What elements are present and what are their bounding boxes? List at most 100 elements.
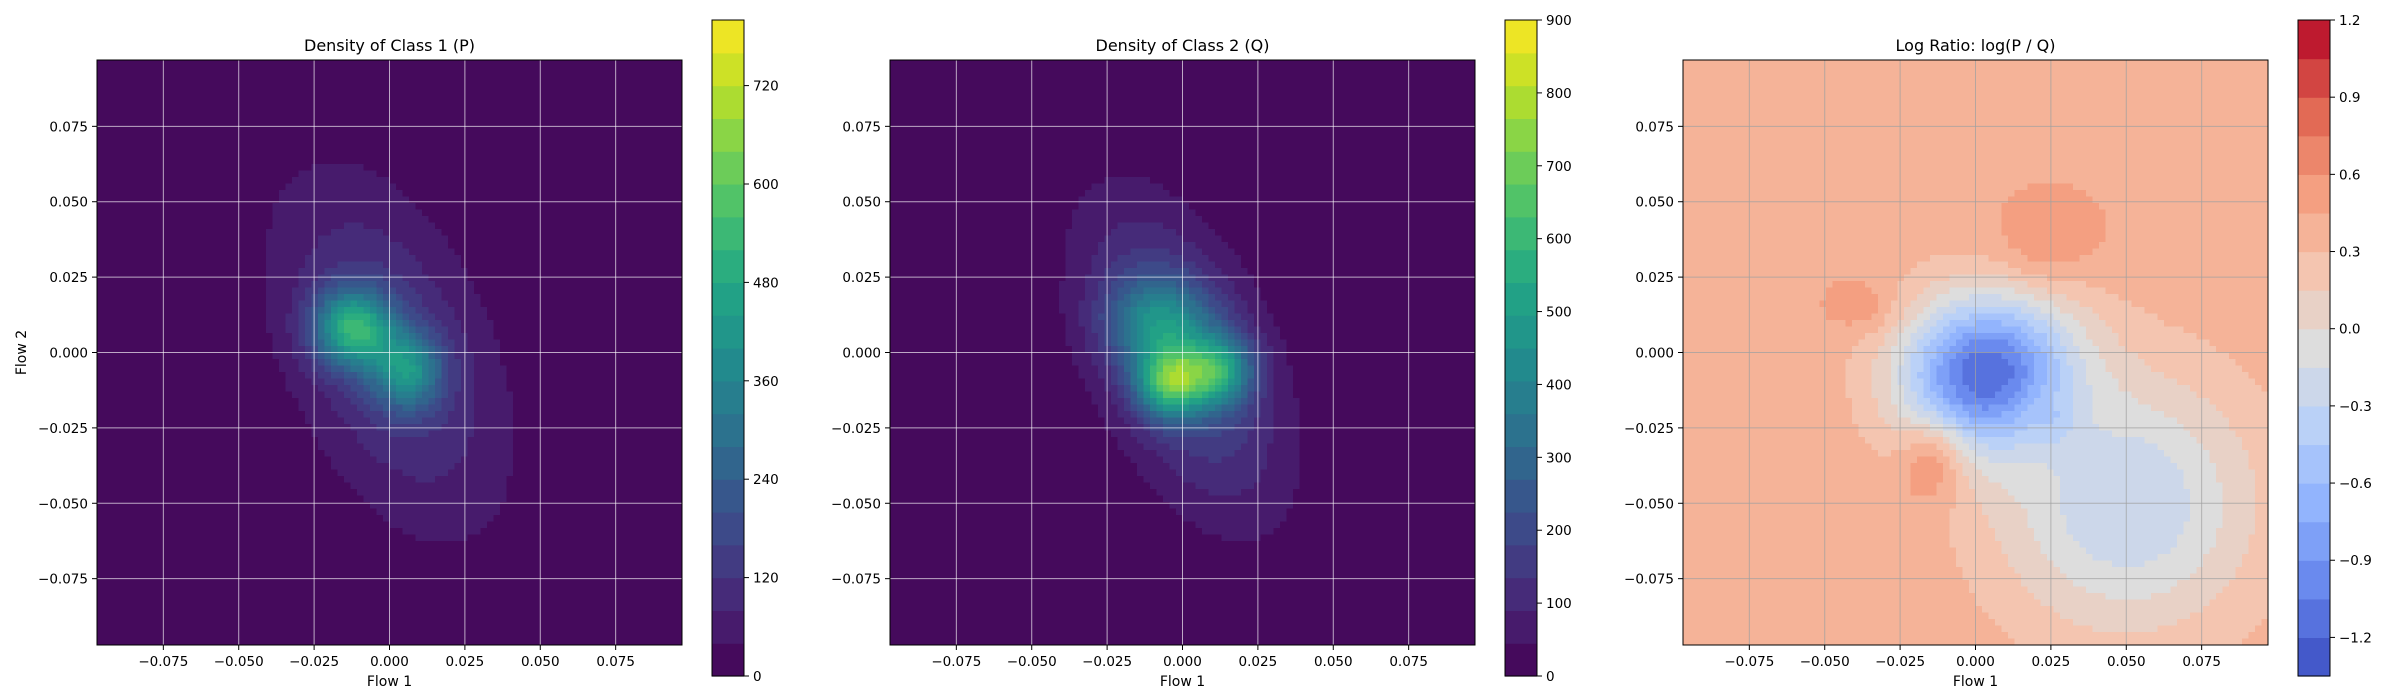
heatmap-cell: [415, 469, 423, 477]
heatmap-cell: [383, 625, 391, 633]
heatmap-cell: [376, 326, 384, 334]
heatmap-cell: [428, 378, 436, 386]
heatmap-cell: [350, 66, 358, 74]
heatmap-cell: [110, 294, 118, 302]
heatmap-cell: [246, 352, 254, 360]
heatmap-cell: [324, 131, 332, 139]
heatmap-cell: [331, 515, 339, 523]
heatmap-cell: [162, 339, 170, 347]
heatmap-cell: [324, 476, 332, 484]
heatmap-cell: [298, 547, 306, 555]
heatmap-cell: [279, 164, 287, 172]
heatmap-cell: [344, 450, 352, 458]
heatmap-cell: [149, 300, 157, 308]
heatmap-cell: [350, 79, 358, 87]
heatmap-cell: [240, 463, 248, 471]
heatmap-cell: [233, 222, 241, 230]
heatmap-cell: [435, 170, 443, 178]
heatmap-cell: [279, 170, 287, 178]
heatmap-cell: [318, 450, 326, 458]
heatmap-cell: [383, 138, 391, 146]
heatmap-cell: [149, 372, 157, 380]
heatmap-cell: [123, 216, 131, 224]
heatmap-cell: [318, 430, 326, 438]
heatmap-cell: [402, 92, 410, 100]
heatmap-cell: [350, 281, 358, 289]
heatmap-cell: [162, 495, 170, 503]
heatmap-cell: [396, 170, 404, 178]
heatmap-cell: [103, 157, 111, 165]
heatmap-cell: [285, 508, 293, 516]
heatmap-cell: [324, 489, 332, 497]
heatmap-cell: [188, 112, 196, 120]
heatmap-cell: [292, 450, 300, 458]
heatmap-cell: [214, 567, 222, 575]
heatmap-cell: [415, 398, 423, 406]
heatmap-cell: [344, 534, 352, 542]
heatmap-cell: [305, 125, 313, 133]
heatmap-cell: [155, 268, 163, 276]
heatmap-cell: [389, 281, 397, 289]
heatmap-cell: [435, 313, 443, 321]
heatmap-cell: [246, 593, 254, 601]
heatmap-cell: [415, 495, 423, 503]
heatmap-cell: [110, 79, 118, 87]
heatmap-cell: [318, 404, 326, 412]
heatmap-cell: [383, 346, 391, 354]
heatmap-cell: [311, 99, 319, 107]
heatmap-cell: [194, 313, 202, 321]
heatmap-cell: [311, 79, 319, 87]
heatmap-cell: [318, 593, 326, 601]
heatmap-cell: [129, 482, 137, 490]
heatmap-cell: [376, 560, 384, 568]
heatmap-cell: [396, 300, 404, 308]
heatmap-cell: [214, 528, 222, 536]
heatmap-cell: [175, 593, 183, 601]
heatmap-cell: [285, 502, 293, 510]
heatmap-cell: [415, 443, 423, 451]
heatmap-cell: [227, 430, 235, 438]
heatmap-cell: [344, 164, 352, 172]
heatmap-cell: [357, 79, 365, 87]
heatmap-cell: [409, 248, 417, 256]
heatmap-cell: [272, 625, 280, 633]
heatmap-cell: [168, 619, 176, 627]
heatmap-cell: [116, 183, 124, 191]
heatmap-cell: [162, 313, 170, 321]
heatmap-cell: [363, 229, 371, 237]
heatmap-cell: [376, 222, 384, 230]
heatmap-cell: [428, 404, 436, 412]
heatmap-cell: [324, 632, 332, 640]
heatmap-cell: [220, 183, 228, 191]
heatmap-cell: [435, 255, 443, 263]
heatmap-cell: [383, 398, 391, 406]
heatmap-cell: [344, 567, 352, 575]
heatmap-cell: [363, 554, 371, 562]
heatmap-cell: [292, 346, 300, 354]
heatmap-cell: [363, 456, 371, 464]
heatmap-cell: [396, 177, 404, 185]
heatmap-cell: [123, 248, 131, 256]
heatmap-cell: [389, 255, 397, 263]
heatmap-cell: [116, 573, 124, 581]
heatmap-cell: [259, 281, 267, 289]
heatmap-cell: [272, 339, 280, 347]
heatmap-cell: [441, 125, 449, 133]
heatmap-cell: [136, 573, 144, 581]
heatmap-cell: [357, 333, 365, 341]
heatmap-cell: [298, 606, 306, 614]
heatmap-cell: [357, 430, 365, 438]
heatmap-cell: [454, 339, 462, 347]
heatmap-cell: [207, 118, 215, 126]
heatmap-cell: [311, 320, 319, 328]
heatmap-cell: [279, 560, 287, 568]
heatmap-cell: [123, 372, 131, 380]
heatmap-cell: [324, 469, 332, 477]
heatmap-cell: [279, 248, 287, 256]
heatmap-cell: [168, 443, 176, 451]
heatmap-cell: [168, 261, 176, 269]
heatmap-cell: [194, 222, 202, 230]
heatmap-cell: [103, 73, 111, 81]
heatmap-cell: [201, 385, 209, 393]
heatmap-cell: [389, 138, 397, 146]
